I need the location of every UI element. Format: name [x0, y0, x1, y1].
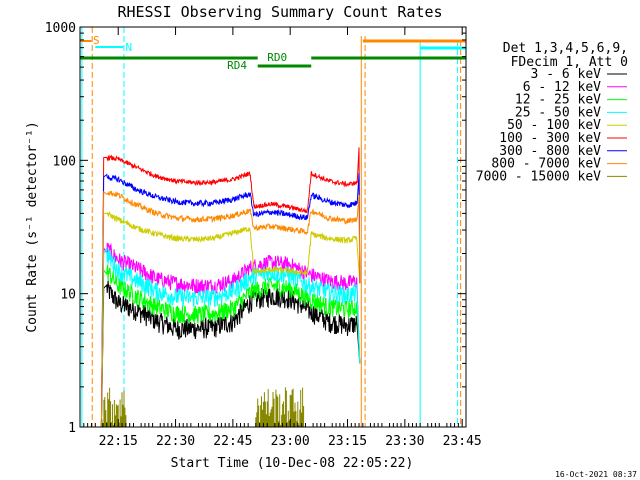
legend-entry-label: 100 - 300 keV — [499, 131, 601, 146]
series-300-800-kev — [100, 173, 361, 428]
series-3-6-kev — [100, 280, 361, 428]
legend-entry-label: 800 - 7000 keV — [491, 157, 601, 172]
series-line — [100, 173, 361, 428]
legend-entry-label: 7000 - 15000 keV — [476, 169, 601, 184]
y-axis-label: Count Rate (s⁻¹ detector⁻¹) — [25, 121, 40, 332]
series-mark — [100, 387, 305, 427]
legend: Det 1,3,4,5,6,9,FDecim 1, Att 03 - 6 keV… — [476, 41, 628, 184]
series-6-12-kev — [100, 242, 361, 428]
series-line — [100, 246, 361, 428]
flag-vertical-lines — [81, 27, 462, 427]
x-tick-label: 22:15 — [99, 434, 138, 449]
series-line — [100, 242, 361, 428]
y-tick-label: 100 — [53, 154, 76, 169]
x-axis-label: Start Time (10-Dec-08 22:05:22) — [171, 456, 414, 471]
flag-label-n: N — [125, 41, 132, 54]
legend-header: Det 1,3,4,5,6,9, — [503, 41, 628, 56]
series-line — [100, 280, 361, 428]
series-line — [100, 264, 361, 428]
flag-label-rd4: RD4 — [227, 59, 247, 72]
flag-label-s: S — [93, 34, 100, 47]
plot-frame — [79, 26, 467, 428]
y-tick-label: 1000 — [45, 21, 76, 36]
series-layer — [100, 147, 361, 428]
series-7000-15000-kev — [100, 387, 305, 427]
series-100-300-kev — [100, 147, 361, 428]
flag-label-rd0: RD0 — [267, 51, 287, 64]
x-tick-label: 23:30 — [385, 434, 424, 449]
legend-header: FDecim 1, Att 0 — [511, 55, 628, 70]
chart-title: RHESSI Observing Summary Count Rates — [117, 3, 442, 21]
timestamp: 16-Oct-2021 08:37 — [555, 470, 637, 479]
legend-entry-label: 25 - 50 keV — [515, 105, 601, 120]
series-line — [100, 211, 361, 428]
x-tick-label: 23:15 — [328, 434, 367, 449]
x-tick-label: 23:45 — [443, 434, 482, 449]
series-line — [100, 190, 361, 428]
axes-layer: 22:15 22:30 22:45 23:00 23:15 23:30 23:45 1 10 10… — [45, 21, 482, 449]
series-12-25-kev — [100, 264, 361, 428]
flag-bars: S N RD0 RD4 — [80, 34, 466, 72]
series-800-7000-kev — [100, 190, 361, 428]
x-tick-label: 23:00 — [271, 434, 310, 449]
series-50-100-kev — [100, 211, 361, 428]
legend-entry-label: 12 - 25 keV — [515, 93, 601, 108]
legend-entry-label: 50 - 100 keV — [507, 118, 601, 133]
legend-entry-label: 300 - 800 keV — [499, 144, 601, 159]
series-line — [100, 147, 361, 428]
y-tick-label: 1 — [68, 421, 76, 436]
legend-entry-label: 6 - 12 keV — [523, 80, 601, 95]
x-tick-label: 22:45 — [213, 434, 252, 449]
legend-entry-label: 3 - 6 keV — [531, 67, 602, 82]
series-25-50-kev — [100, 246, 361, 428]
x-tick-label: 22:30 — [156, 434, 195, 449]
y-tick-label: 10 — [60, 288, 76, 303]
